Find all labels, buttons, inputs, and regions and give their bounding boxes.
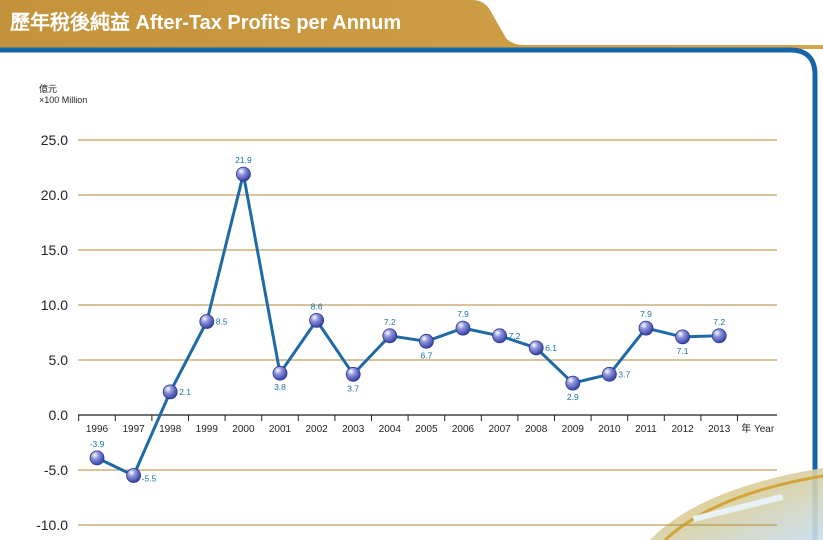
data-point: [126, 468, 142, 483]
x-tick-label: 2011: [635, 424, 657, 435]
data-label-layer: -3.9 -5.5 2.1 8.5 21.9 3.8 8.6 3.7 7.2 6.7 7.9 7.2 6…: [90, 155, 726, 483]
y-tick-label: 5.0: [49, 352, 69, 368]
x-tick-label: 2004: [379, 424, 402, 435]
x-tick-label: 2003: [342, 424, 365, 435]
x-tick-label: 2012: [671, 424, 694, 435]
y-tick-label: 15.0: [41, 242, 68, 258]
data-point: [235, 166, 251, 182]
x-axis-ticks: 1996 1997 1998 1999 2000 2001 2002 2003 2004 2005…: [86, 424, 731, 435]
series-profit: [96, 172, 720, 477]
data-point: [199, 314, 215, 329]
data-label: 7.1: [677, 346, 689, 356]
data-label: 7.2: [384, 317, 396, 327]
data-label: 6.7: [420, 350, 432, 360]
y-unit-english: ×100 Million: [39, 95, 87, 105]
data-label: 7.2: [509, 331, 521, 341]
x-tick-label: 1999: [196, 424, 219, 435]
x-tick-label: 2010: [598, 424, 621, 435]
data-label: 6.1: [545, 343, 557, 353]
chart-frame: [0, 47, 818, 540]
data-point: [565, 375, 581, 391]
data-point: [309, 312, 325, 328]
grid-layer: [78, 139, 777, 526]
x-tick-label: 2002: [305, 424, 328, 435]
marker-layer: [89, 166, 727, 483]
x-tick-label: 1997: [122, 424, 145, 435]
data-point: [162, 384, 178, 400]
data-point: [638, 320, 654, 336]
data-point: [711, 328, 727, 344]
x-tick-label: 2006: [452, 424, 475, 435]
x-axis-label: 年 Year: [741, 422, 775, 435]
series-line: [96, 172, 720, 477]
x-tick-label: 2000: [232, 424, 255, 435]
data-label: -5.5: [142, 474, 157, 484]
y-tick-label: 10.0: [41, 297, 68, 313]
x-tick-label: 2013: [708, 424, 731, 435]
data-label: 7.9: [457, 309, 469, 319]
data-label: 2.1: [179, 387, 191, 397]
data-point: [602, 366, 617, 382]
x-tick-label: 2007: [488, 424, 511, 435]
y-unit-chinese: 億元: [39, 83, 57, 94]
x-tick-label: 2005: [415, 424, 438, 435]
y-tick-label: 25.0: [41, 132, 68, 148]
data-label: 8.6: [311, 301, 323, 311]
data-label: 21.9: [235, 155, 252, 165]
data-label: 3.7: [347, 383, 359, 393]
title-banner: [0, 0, 823, 49]
data-point: [345, 366, 361, 382]
x-axis: [78, 414, 777, 421]
x-tick-label: 1996: [86, 424, 109, 435]
y-axis-ticks: 25.0 20.0 15.0 10.0 5.0 0.0 -5.0 -10.0: [36, 132, 68, 533]
data-label: 2.9: [567, 392, 579, 402]
x-tick-label: 2008: [525, 424, 548, 435]
data-label: -3.9: [90, 439, 105, 449]
y-tick-label: -10.0: [36, 517, 68, 533]
data-point: [455, 320, 471, 336]
data-point: [382, 328, 398, 344]
data-point: [528, 340, 544, 356]
data-label: 3.7: [618, 369, 630, 379]
x-tick-label: 1998: [159, 424, 182, 435]
y-tick-label: -5.0: [44, 462, 68, 478]
decorative-corner-graphic: [650, 468, 823, 540]
data-point: [418, 333, 434, 349]
data-point: [675, 329, 690, 345]
y-tick-label: 0.0: [49, 407, 69, 423]
chart-title: 歷年稅後純益 After-Tax Profits per Annum: [10, 10, 401, 34]
x-tick-label: 2009: [562, 424, 585, 435]
y-tick-label: 20.0: [41, 187, 68, 203]
data-label: 8.5: [216, 317, 228, 327]
data-label: 7.2: [713, 317, 725, 327]
data-label: 3.8: [274, 382, 286, 392]
data-label: 7.9: [640, 309, 652, 319]
data-point: [492, 328, 508, 344]
x-tick-label: 2001: [269, 424, 292, 435]
data-point: [89, 450, 105, 466]
data-point: [272, 365, 288, 381]
